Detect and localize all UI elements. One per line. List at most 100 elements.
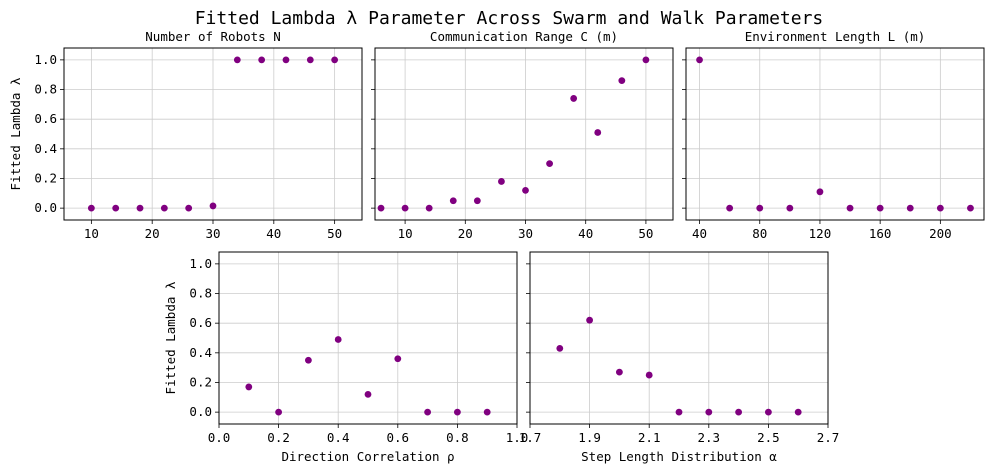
data-point: [846, 204, 854, 212]
data-point: [726, 204, 734, 212]
x-tick-label: 2.7: [817, 430, 840, 445]
y-tick-label: 0.2: [189, 374, 212, 389]
x-tick-label: 0.2: [267, 430, 290, 445]
x-tick-label: 50: [638, 226, 653, 241]
data-point: [112, 204, 120, 212]
data-point: [282, 56, 290, 64]
data-point: [160, 204, 168, 212]
x-tick-label: 20: [145, 226, 160, 241]
data-point: [305, 356, 312, 364]
x-tick-label: 120: [809, 226, 832, 241]
figure-title: Fitted Lambda λ Parameter Across Swarm a…: [195, 8, 824, 29]
data-point: [87, 204, 95, 212]
y-tick-label: 0.4: [34, 141, 57, 156]
data-point: [454, 408, 461, 416]
x-tick-label: 80: [752, 226, 767, 241]
x-tick-label: 40: [266, 226, 281, 241]
data-point: [546, 160, 553, 168]
data-point: [556, 344, 564, 352]
data-point: [233, 56, 241, 64]
data-point: [185, 204, 193, 212]
data-point: [735, 408, 742, 416]
x-tick-label: 30: [205, 226, 220, 241]
axes-frame: [218, 251, 518, 425]
x-tick-label: 10: [84, 226, 99, 241]
data-point: [618, 77, 626, 85]
x-tick-label: 40: [692, 226, 707, 241]
y-tick-label: 0.0: [189, 404, 212, 419]
axes-frame: [374, 47, 674, 221]
x-tick-label: 0.0: [208, 430, 231, 445]
data-point: [967, 204, 974, 212]
data-point: [645, 371, 653, 379]
data-point: [209, 202, 217, 210]
y-tick-label: 0.6: [34, 111, 57, 126]
x-tick-label: 160: [869, 226, 892, 241]
data-point: [424, 408, 431, 416]
x-tick-label: 0.6: [387, 430, 410, 445]
x-tick-label: 30: [518, 226, 533, 241]
panel-1: 10 20 30 40 50 0.0 0.2 0.4 0.6 0.8 1.0 Number of Ro…: [8, 29, 363, 241]
data-point: [642, 56, 650, 64]
x-tick-label: 50: [327, 226, 342, 241]
panel-3: 40 80 120 160 200 Environment Length L (m): [682, 29, 985, 241]
data-point: [377, 204, 385, 212]
data-point: [522, 186, 529, 194]
y-axis-label: Fitted Lambda λ: [163, 281, 178, 394]
x-tick-label: 200: [929, 226, 952, 241]
data-point: [498, 178, 505, 185]
panel-title: Environment Length L (m): [745, 29, 926, 44]
axes-frame: [63, 47, 363, 221]
data-point: [586, 316, 593, 324]
data-point: [401, 204, 409, 212]
panel-5: 1.7 1.9 2.1 2.3 2.5 2.7 Step Length Distributi…: [519, 251, 840, 464]
data-point: [364, 390, 372, 398]
data-point: [275, 408, 282, 416]
panel-2: 10 20 30 40 50 Communication Range C (m): [371, 29, 674, 241]
data-point: [616, 368, 623, 376]
panel-title: Communication Range C (m): [430, 29, 618, 44]
x-tick-label: 10: [398, 226, 413, 241]
y-tick-label: 1.0: [34, 52, 57, 67]
y-tick-label: 0.0: [34, 200, 57, 215]
x-tick-label: 1.7: [519, 430, 542, 445]
data-point: [425, 204, 433, 212]
x-tick-label: 1.0: [506, 430, 529, 445]
data-point: [816, 188, 824, 196]
data-point: [786, 204, 794, 212]
y-tick-label: 0.6: [189, 315, 212, 330]
data-point: [936, 204, 944, 212]
data-point: [245, 383, 253, 391]
data-point: [334, 336, 342, 343]
axes-frame: [685, 47, 985, 221]
data-point: [794, 408, 802, 416]
data-point: [594, 129, 602, 136]
data-point: [570, 95, 578, 102]
data-point: [394, 355, 402, 363]
x-tick-label: 0.4: [327, 430, 350, 445]
data-point: [483, 408, 491, 416]
data-point: [331, 56, 339, 64]
x-axis-label: Direction Correlation ρ: [281, 449, 454, 464]
y-tick-label: 0.2: [34, 170, 57, 185]
axes-frame: [529, 251, 829, 425]
data-point: [258, 56, 266, 64]
data-point: [306, 56, 314, 64]
panel-title: Number of Robots N: [145, 29, 280, 44]
data-point: [906, 204, 914, 212]
x-tick-label: 40: [578, 226, 593, 241]
data-point: [473, 197, 481, 205]
data-point: [705, 408, 713, 416]
data-point: [136, 204, 144, 212]
x-tick-label: 20: [458, 226, 473, 241]
panels: 10 20 30 40 50 0.0 0.2 0.4 0.6 0.8 1.0 Number of Ro…: [8, 29, 985, 464]
y-tick-label: 0.4: [189, 345, 212, 360]
data-point: [696, 56, 703, 64]
data-point: [765, 408, 772, 416]
y-tick-label: 0.8: [189, 286, 212, 301]
data-point: [449, 197, 457, 205]
y-axis-label: Fitted Lambda λ: [8, 77, 23, 190]
x-axis-label: Step Length Distribution α: [581, 449, 777, 464]
y-tick-label: 0.8: [34, 82, 57, 97]
